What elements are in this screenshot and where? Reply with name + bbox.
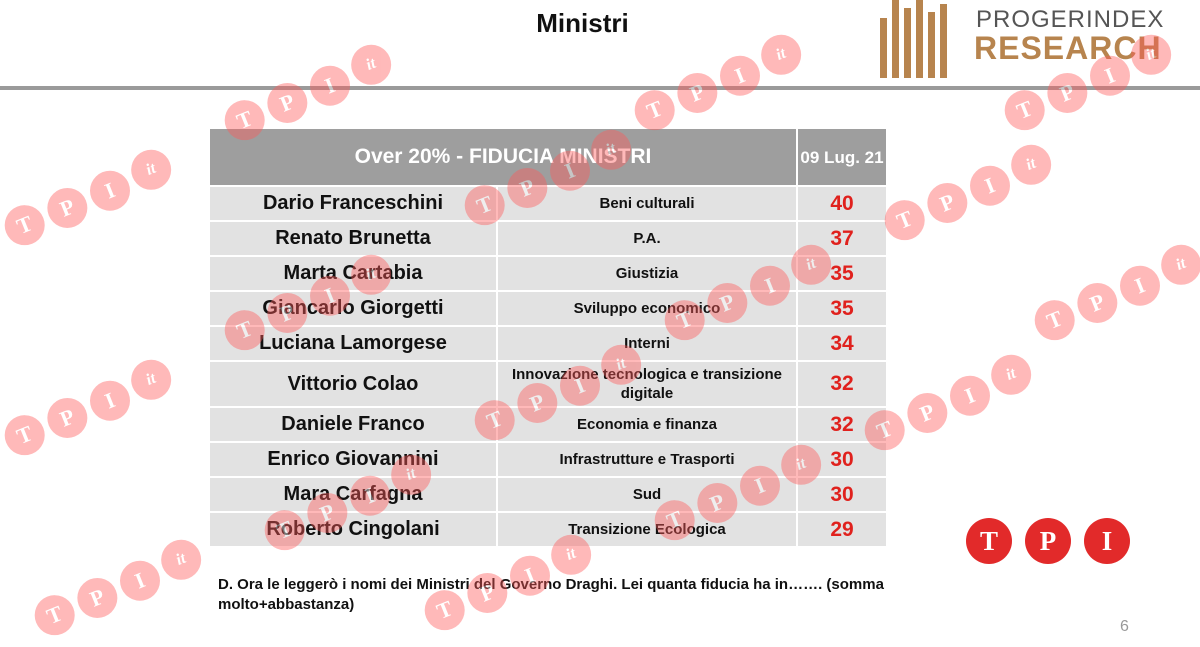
trust-value: 29 bbox=[796, 511, 888, 548]
table-row: Vittorio Colao Innovazione tecnologica e… bbox=[208, 360, 888, 408]
minister-department: Economia e finanza bbox=[496, 406, 798, 443]
minister-department: Beni culturali bbox=[496, 185, 798, 222]
minister-name: Renato Brunetta bbox=[208, 220, 498, 257]
minister-name: Giancarlo Giorgetti bbox=[208, 290, 498, 327]
page-number: 6 bbox=[1120, 618, 1129, 635]
trust-value: 32 bbox=[796, 406, 888, 443]
table-row: Marta Cartabia Giustizia 35 bbox=[208, 255, 888, 292]
minister-name: Marta Cartabia bbox=[208, 255, 498, 292]
minister-name: Vittorio Colao bbox=[208, 360, 498, 408]
minister-department: Interni bbox=[496, 325, 798, 362]
minister-name: Mara Carfagna bbox=[208, 476, 498, 513]
bars-logo-icon bbox=[880, 0, 960, 78]
minister-department: Giustizia bbox=[496, 255, 798, 292]
table-row: Luciana Lamorgese Interni 34 bbox=[208, 325, 888, 362]
table-row: Dario Franceschini Beni culturali 40 bbox=[208, 185, 888, 222]
minister-name: Luciana Lamorgese bbox=[208, 325, 498, 362]
minister-department: P.A. bbox=[496, 220, 798, 257]
table-row: Enrico Giovannini Infrastrutture e Trasp… bbox=[208, 441, 888, 478]
table-row: Mara Carfagna Sud 30 bbox=[208, 476, 888, 513]
table-row: Roberto Cingolani Transizione Ecologica … bbox=[208, 511, 888, 548]
trust-value: 40 bbox=[796, 185, 888, 222]
minister-department: Infrastrutture e Trasporti bbox=[496, 441, 798, 478]
minister-department: Sud bbox=[496, 476, 798, 513]
survey-question-footnote: D. Ora le leggerò i nomi dei Ministri de… bbox=[218, 576, 884, 613]
page-title: Ministri bbox=[536, 8, 629, 38]
trust-value: 30 bbox=[796, 476, 888, 513]
minister-name: Dario Franceschini bbox=[208, 185, 498, 222]
progerindex-logo: PROGERINDEX RESEARCH bbox=[880, 0, 1180, 80]
header-divider bbox=[0, 86, 1200, 90]
table-header-date: 09 Lug. 21 bbox=[796, 127, 888, 187]
tpi-logo-letter: P bbox=[1025, 518, 1071, 564]
table-header-title: Over 20% - FIDUCIA MINISTRI bbox=[208, 127, 798, 187]
trust-value: 35 bbox=[796, 255, 888, 292]
minister-department: Transizione Ecologica bbox=[496, 511, 798, 548]
trust-value: 34 bbox=[796, 325, 888, 362]
table-header-row: Over 20% - FIDUCIA MINISTRI 09 Lug. 21 bbox=[208, 127, 888, 187]
trust-value: 37 bbox=[796, 220, 888, 257]
table-row: Renato Brunetta P.A. 37 bbox=[208, 220, 888, 257]
trust-value: 35 bbox=[796, 290, 888, 327]
trust-value: 32 bbox=[796, 360, 888, 408]
trust-value: 30 bbox=[796, 441, 888, 478]
minister-name: Enrico Giovannini bbox=[208, 441, 498, 478]
brand-line-1: PROGERINDEX bbox=[976, 6, 1165, 33]
brand-line-2: RESEARCH bbox=[974, 30, 1162, 66]
tpi-logo: T P I bbox=[966, 518, 1130, 564]
table-row: Daniele Franco Economia e finanza 32 bbox=[208, 406, 888, 443]
minister-name: Roberto Cingolani bbox=[208, 511, 498, 548]
ministers-trust-table: Over 20% - FIDUCIA MINISTRI 09 Lug. 21 D… bbox=[208, 127, 888, 548]
tpi-logo-letter: T bbox=[966, 518, 1012, 564]
minister-department: Innovazione tecnologica e transizione di… bbox=[496, 360, 798, 408]
table-row: Giancarlo Giorgetti Sviluppo economico 3… bbox=[208, 290, 888, 327]
minister-name: Daniele Franco bbox=[208, 406, 498, 443]
tpi-logo-letter: I bbox=[1084, 518, 1130, 564]
minister-department: Sviluppo economico bbox=[496, 290, 798, 327]
